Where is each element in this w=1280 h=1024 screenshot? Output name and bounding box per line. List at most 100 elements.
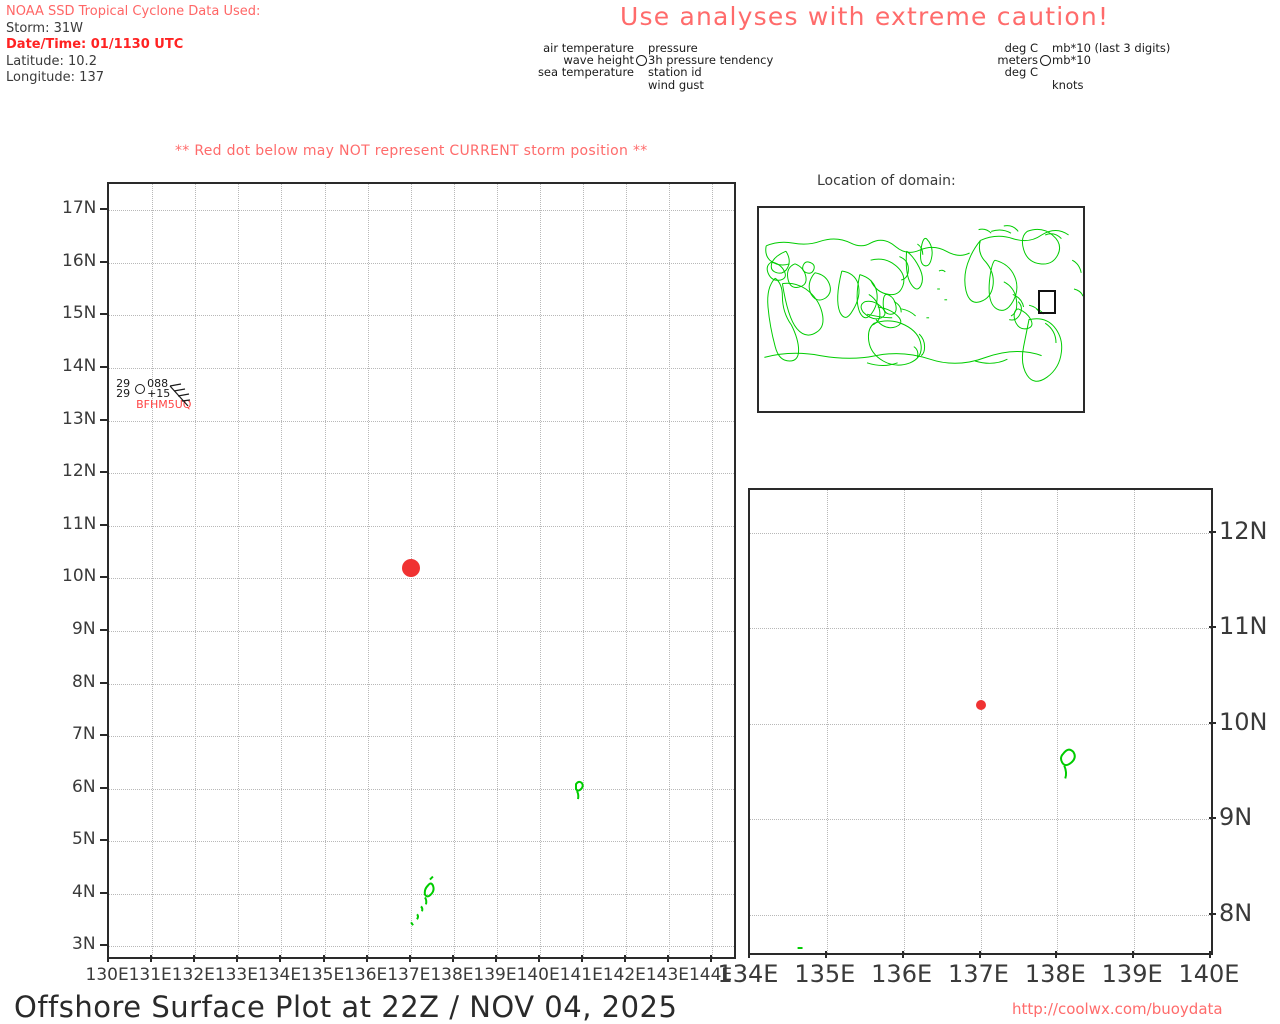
x-tick bbox=[978, 951, 981, 958]
page-title: Offshore Surface Plot at 22Z / NOV 04, 2… bbox=[14, 990, 678, 1024]
x-tick bbox=[1055, 951, 1058, 958]
x-tick bbox=[748, 951, 750, 958]
legend-left-label: wave height bbox=[563, 53, 634, 68]
y-tick bbox=[100, 366, 107, 369]
x-axis-tick-label: 136E bbox=[344, 965, 388, 985]
y-axis-tick-label: 14N bbox=[62, 356, 97, 377]
x-tick bbox=[408, 955, 411, 962]
y-axis-tick-label: 9N bbox=[72, 618, 96, 639]
y-axis-tick-label: 4N bbox=[72, 881, 96, 902]
header-title: NOAA SSD Tropical Cyclone Data Used: bbox=[6, 4, 261, 19]
zoom-map-coastlines bbox=[797, 748, 1076, 950]
x-tick bbox=[1132, 951, 1135, 958]
station-circle-icon bbox=[135, 383, 146, 394]
y-axis-tick-label: 12N bbox=[62, 461, 97, 482]
station-model-plot[interactable]: 29 088 29 +15 BFHM5UQ bbox=[116, 378, 206, 412]
zoom-map-plot[interactable] bbox=[748, 488, 1213, 955]
y-tick bbox=[100, 208, 107, 211]
y-axis-tick-label: 9N bbox=[1219, 803, 1253, 832]
x-tick bbox=[451, 955, 454, 962]
y-axis-tick-label: 17N bbox=[62, 198, 97, 219]
circle-icon bbox=[634, 54, 648, 67]
y-tick bbox=[1209, 817, 1216, 820]
y-axis-tick-label: 5N bbox=[72, 829, 96, 850]
y-axis-tick-label: 3N bbox=[72, 934, 96, 955]
world-location-inset[interactable] bbox=[757, 206, 1085, 413]
y-tick bbox=[1209, 721, 1216, 724]
y-axis-tick-label: 7N bbox=[72, 724, 96, 745]
legend-row: wind gust bbox=[522, 77, 828, 92]
station-id-label: BFHM5UQ bbox=[136, 397, 192, 411]
y-tick bbox=[100, 681, 107, 684]
y-tick bbox=[100, 786, 107, 789]
x-axis-tick-label: 134E bbox=[257, 965, 302, 985]
station-sea-temperature: 29 bbox=[116, 386, 131, 400]
legend-left-label: air temperature bbox=[543, 41, 634, 55]
domain-location-box bbox=[1038, 289, 1056, 314]
source-url[interactable]: http://coolwx.com/buoydata bbox=[1012, 1000, 1223, 1018]
y-tick bbox=[100, 628, 107, 631]
y-axis-tick-label: 6N bbox=[72, 776, 96, 797]
legend-row: sea temperature station id bbox=[522, 66, 828, 78]
x-axis-tick-label: 136E bbox=[871, 960, 933, 988]
red-dot-warning: ** Red dot below may NOT represent CURRE… bbox=[175, 143, 648, 159]
y-tick bbox=[100, 471, 107, 474]
y-axis-tick-label: 11N bbox=[1219, 612, 1268, 641]
y-tick bbox=[100, 523, 107, 526]
x-tick bbox=[236, 955, 239, 962]
legend-left-label: meters bbox=[997, 53, 1038, 68]
y-tick bbox=[100, 891, 107, 894]
x-axis-tick-label: 143E bbox=[645, 965, 690, 985]
x-axis-tick-label: 144E bbox=[688, 965, 733, 985]
x-axis-tick-label: 139E bbox=[473, 965, 517, 985]
x-tick bbox=[1209, 951, 1211, 958]
x-axis-tick-label: 135E bbox=[794, 960, 856, 988]
x-tick bbox=[667, 955, 670, 962]
legend-row: wave height 3h pressure tendency bbox=[522, 54, 828, 66]
legend-right-label: pressure bbox=[648, 41, 698, 55]
legend-row: knots bbox=[988, 77, 1202, 92]
x-axis-tick-label: 133E bbox=[214, 965, 258, 985]
y-tick bbox=[100, 313, 107, 316]
y-tick bbox=[100, 260, 107, 263]
main-map-plot[interactable]: 29 088 29 +15 BFHM5UQ bbox=[107, 182, 736, 959]
y-axis-tick-label: 13N bbox=[62, 408, 97, 429]
y-axis-tick-label: 8N bbox=[72, 671, 96, 692]
x-axis-tick-label: 140E bbox=[516, 965, 560, 985]
x-tick bbox=[624, 955, 627, 962]
y-tick bbox=[1209, 912, 1216, 915]
x-axis-tick-label: 135E bbox=[301, 965, 345, 985]
header-storm: Storm: 31W bbox=[6, 20, 83, 36]
y-tick bbox=[100, 576, 107, 579]
x-tick bbox=[150, 955, 153, 962]
legend-right-label: knots bbox=[1052, 77, 1084, 92]
storm-position-dot[interactable] bbox=[975, 699, 986, 710]
y-axis-tick-label: 11N bbox=[62, 513, 97, 534]
x-tick bbox=[365, 955, 368, 962]
y-axis-tick-label: 10N bbox=[1219, 707, 1268, 736]
y-tick bbox=[1209, 530, 1216, 533]
x-axis-tick-label: 140E bbox=[1178, 960, 1240, 988]
storm-info-header: NOAA SSD Tropical Cyclone Data Used: Sto… bbox=[6, 4, 260, 87]
x-tick bbox=[824, 951, 827, 958]
station-model-legend-right: deg C mb*10 (last 3 digits) meters mb*10… bbox=[988, 42, 1202, 91]
header-latitude: Latitude: 10.2 bbox=[6, 53, 97, 69]
x-axis-tick-label: 142E bbox=[602, 965, 646, 985]
legend-right-label: wind gust bbox=[648, 77, 704, 92]
x-axis-tick-label: 139E bbox=[1101, 960, 1163, 988]
x-tick bbox=[279, 955, 282, 962]
y-axis-tick-label: 16N bbox=[62, 250, 97, 271]
legend-row: deg C mb*10 (last 3 digits) bbox=[988, 42, 1202, 54]
x-axis-tick-label: 138E bbox=[1024, 960, 1086, 988]
legend-right-label: mb*10 bbox=[1052, 53, 1091, 68]
y-tick bbox=[100, 734, 107, 737]
world-inset-title: Location of domain: bbox=[817, 173, 956, 189]
y-axis-tick-label: 12N bbox=[1219, 516, 1268, 545]
x-tick bbox=[322, 955, 325, 962]
circle-icon bbox=[1038, 54, 1052, 67]
storm-position-dot[interactable] bbox=[401, 558, 420, 577]
station-model-legend-left: air temperature pressure wave height 3h … bbox=[522, 42, 828, 91]
main-map-coastlines bbox=[410, 780, 584, 926]
y-tick bbox=[100, 944, 107, 947]
